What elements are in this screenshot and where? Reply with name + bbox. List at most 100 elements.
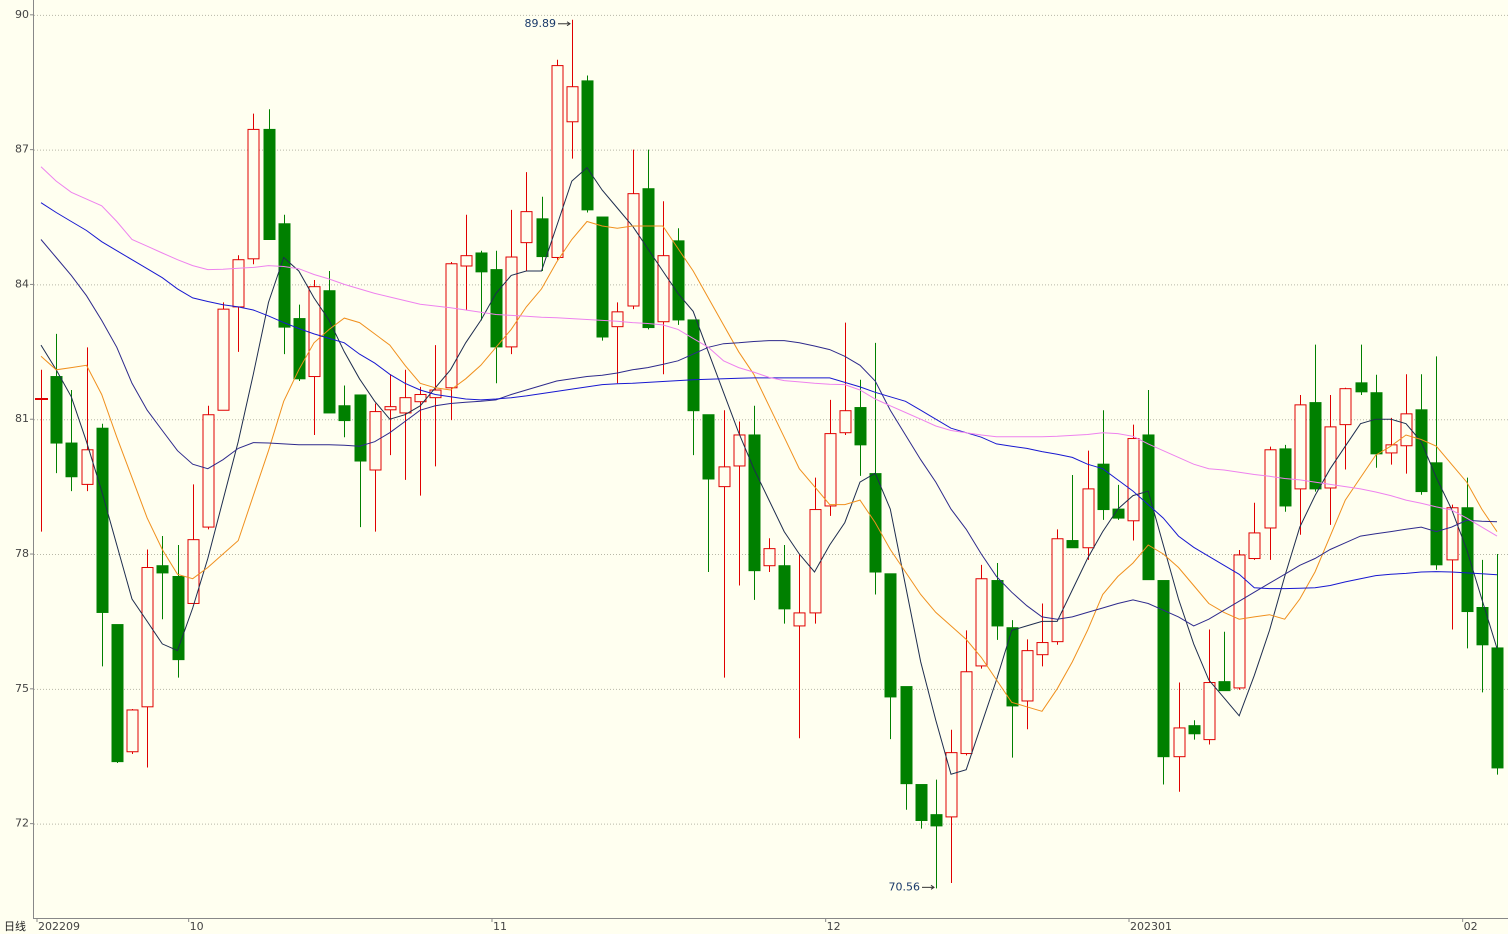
candle-body (991, 580, 1004, 627)
candle-body (172, 576, 185, 661)
candle-body (1476, 607, 1489, 646)
candle-body (263, 128, 276, 240)
moving-average-line (40, 166, 1498, 537)
candle-body (1264, 449, 1277, 529)
moving-average-line (40, 220, 1498, 712)
candle-body (884, 573, 897, 698)
candle-body (65, 442, 78, 478)
candle-body (1430, 462, 1443, 566)
candle-body (915, 784, 928, 821)
candle-body (293, 318, 306, 380)
candle-body (551, 65, 564, 258)
candle-body (763, 548, 776, 567)
candle-body (733, 434, 746, 467)
candle-body (278, 223, 291, 328)
candle-body (111, 624, 124, 763)
candle-body (156, 565, 169, 574)
arrow-head (930, 884, 935, 890)
candle-body (445, 263, 458, 389)
candle-body (475, 252, 488, 273)
candle-body (581, 80, 594, 211)
candle-body (930, 814, 943, 827)
candle-body (975, 578, 988, 667)
candle-body (672, 240, 685, 321)
candle-body (1370, 392, 1383, 455)
x-tick-label: 02 (1464, 920, 1478, 933)
candle-body (854, 407, 867, 446)
candle-body (1051, 538, 1064, 643)
y-tick-label: 87 (15, 143, 29, 156)
candle-body (793, 612, 806, 627)
candle-body (1461, 507, 1474, 613)
candle-body (1142, 434, 1155, 581)
candle-body (384, 406, 397, 411)
x-tick-label: 12 (827, 920, 841, 933)
period-label: 日线 (4, 919, 26, 933)
y-tick-label: 72 (15, 817, 29, 830)
arrow-head (566, 21, 571, 27)
candle-body (1006, 627, 1019, 707)
high-label: 89.89 (525, 17, 557, 30)
x-tick-label: 202301 (1130, 920, 1172, 933)
y-tick-label: 84 (15, 277, 29, 290)
candle-body (702, 414, 715, 480)
candle-body (809, 509, 822, 614)
candle-body (566, 86, 579, 123)
candle-body (824, 433, 837, 507)
candle-body (687, 319, 700, 412)
candle-body (1339, 388, 1352, 426)
y-tick-label: 78 (15, 547, 29, 560)
candle-body (308, 286, 321, 378)
candle-body (1188, 725, 1201, 735)
candle-body (596, 216, 609, 338)
candle-body (536, 218, 549, 258)
candle-body (945, 752, 958, 818)
candle-body (1248, 532, 1261, 560)
candle-body (50, 376, 63, 444)
x-tick-label: 10 (190, 920, 204, 933)
candle-body (247, 128, 260, 260)
x-tick-label: 202209 (38, 920, 80, 933)
candle-body (96, 427, 109, 613)
candle-body (1400, 413, 1413, 447)
candle-body (232, 259, 245, 308)
candle-body (1218, 681, 1231, 692)
candle-body (141, 567, 154, 708)
candle-body (748, 434, 761, 572)
candle-body (627, 193, 640, 307)
y-tick-label: 75 (15, 682, 29, 695)
candle-body (1279, 448, 1292, 507)
candle-body (1173, 727, 1186, 758)
candle-body (1355, 382, 1368, 393)
candle-body (1446, 507, 1459, 561)
moving-average-line (40, 166, 1498, 775)
candle-body (460, 255, 473, 267)
candle-body (1066, 540, 1079, 549)
candle-body (1127, 438, 1140, 522)
candle-body (1415, 409, 1428, 493)
candle-body (1233, 554, 1246, 689)
candle-body (505, 256, 518, 348)
candle-body (81, 449, 94, 485)
candle-body (611, 311, 624, 328)
candle-body (490, 269, 503, 348)
x-tick-label: 11 (493, 920, 507, 933)
candle-body (338, 405, 351, 422)
candle-body (657, 255, 670, 323)
candle-body (126, 709, 139, 753)
y-tick-label: 90 (15, 8, 29, 21)
candle-body (1157, 580, 1170, 758)
candle-body (1036, 642, 1049, 656)
moving-average-line (40, 239, 1498, 627)
candle-body (642, 188, 655, 329)
candle-body (718, 466, 731, 488)
candle-body (520, 211, 533, 244)
candle-body (839, 410, 852, 434)
candle-body (1203, 682, 1216, 741)
candle-body (1294, 404, 1307, 490)
low-label: 70.56 (889, 880, 921, 893)
candle-body (399, 397, 412, 414)
candle-body (1309, 402, 1322, 490)
